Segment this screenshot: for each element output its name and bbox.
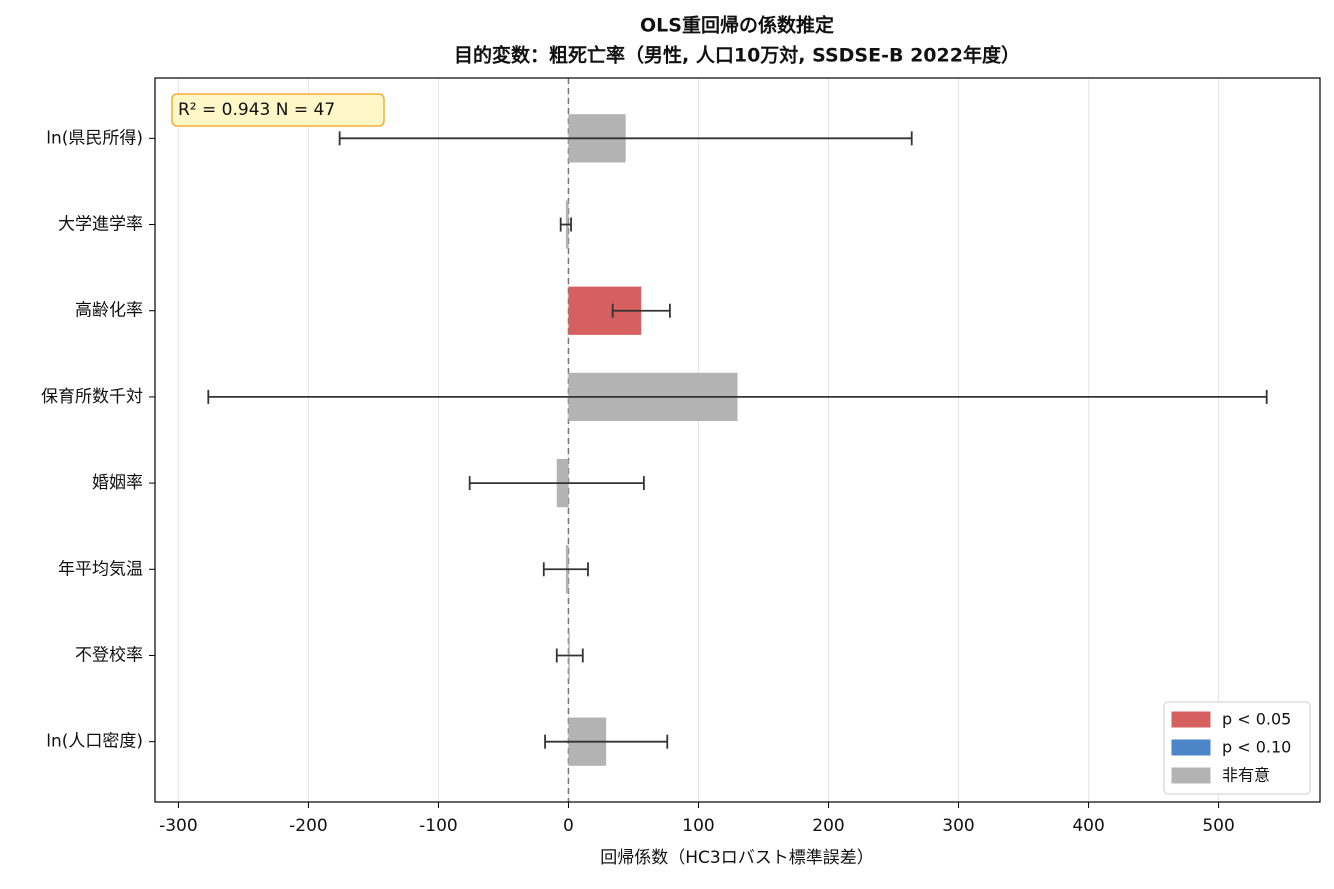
y-tick-label: 保育所数千対 xyxy=(41,387,143,407)
annotation: R² = 0.943 N = 47 xyxy=(178,100,335,120)
error-bar xyxy=(544,734,669,749)
x-tick-label: 200 xyxy=(812,816,844,836)
legend-label: p < 0.05 xyxy=(1222,710,1291,729)
y-tick-label: 高齢化率 xyxy=(75,301,143,321)
x-tick-label: -100 xyxy=(419,816,458,836)
y-tick-label: 不登校率 xyxy=(75,645,143,665)
error-bar xyxy=(468,476,645,491)
x-axis-label: 回帰係数（HC3ロバスト標準誤差） xyxy=(600,848,873,868)
x-tick-label: 500 xyxy=(1202,816,1234,836)
error-bar xyxy=(207,389,1268,404)
error-bar xyxy=(559,217,572,232)
legend-swatch xyxy=(1171,711,1211,728)
y-tick-label: ln(県民所得) xyxy=(46,128,143,148)
x-tick-label: -300 xyxy=(159,816,198,836)
chart-title: OLS重回帰の係数推定 xyxy=(640,14,834,37)
y-tick-label: 年平均気温 xyxy=(58,559,143,579)
x-tick-label: 0 xyxy=(563,816,574,836)
y-tick-label: 婚姻率 xyxy=(92,473,143,493)
error-bar xyxy=(555,648,584,663)
y-tick-label: 大学進学率 xyxy=(58,215,143,235)
x-tick-label: -200 xyxy=(289,816,328,836)
error-bar xyxy=(338,131,913,146)
legend-swatch xyxy=(1171,739,1211,756)
y-tick-label: ln(人口密度) xyxy=(46,732,143,752)
x-tick-label: 300 xyxy=(942,816,974,836)
annotation-box xyxy=(171,93,385,127)
legend-swatch xyxy=(1171,767,1211,784)
legend-label: 非有意 xyxy=(1222,766,1270,785)
error-bar xyxy=(611,303,671,318)
error-bar xyxy=(542,562,589,577)
legend-label: p < 0.10 xyxy=(1222,738,1291,757)
x-tick-label: 100 xyxy=(682,816,714,836)
x-tick-label: 400 xyxy=(1072,816,1104,836)
chart-subtitle: 目的変数：粗死亡率（男性, 人口10万対, SSDSE-B 2022年度） xyxy=(454,44,1020,67)
plot-frame xyxy=(154,77,1321,803)
